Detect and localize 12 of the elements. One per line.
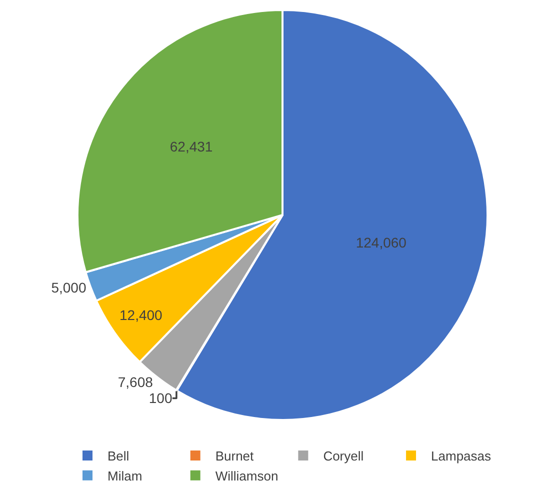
data-label: 62,431	[170, 138, 213, 155]
data-label: 124,060	[356, 234, 407, 250]
legend-label: Bell	[108, 448, 130, 464]
data-label: 7,608	[118, 374, 154, 390]
legend-label: Burnet	[215, 448, 254, 464]
data-label: 12,400	[120, 307, 163, 324]
legend-label: Lampasas	[431, 448, 492, 464]
legend-label: Coryell	[323, 448, 364, 464]
legend-label: Milam	[108, 468, 142, 484]
data-label: 100	[148, 390, 172, 406]
data-label: 5,000	[51, 280, 86, 296]
legend-label: Williamson	[215, 468, 278, 484]
